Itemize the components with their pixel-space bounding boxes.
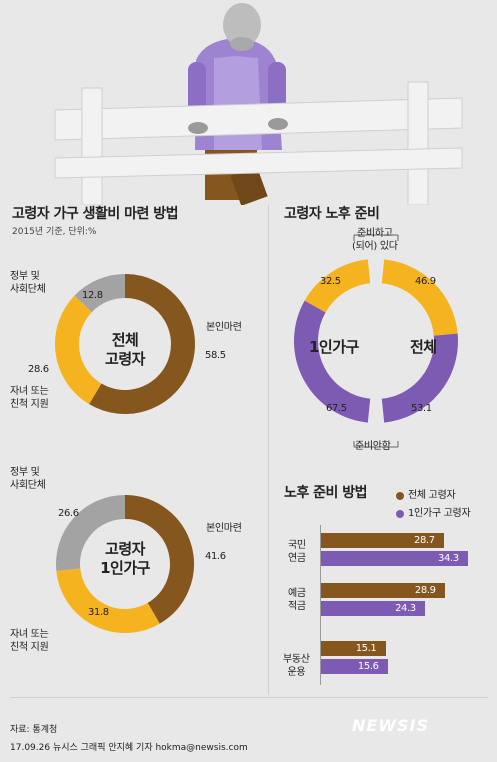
donut-total-label-gov: 정부 및 사회단체	[10, 271, 46, 295]
donut-single-value-family: 31.8	[88, 607, 109, 618]
bar-total-1	[321, 583, 445, 598]
half-total-slice-0	[381, 259, 458, 337]
donut-total-value-gov: 12.8	[82, 290, 103, 301]
half-total-slice-1	[381, 333, 458, 423]
legend-single-dot	[396, 510, 404, 518]
bar-category-realestate: 부동산 운용	[283, 654, 310, 678]
credit-text: 17.09.26 뉴시스 그래픽 안지혜 기자 hokma@newsis.com	[10, 743, 248, 753]
donut-single-label-gov: 정부 및 사회단체	[10, 467, 46, 491]
source-text: 자료: 통계청	[10, 725, 58, 735]
bar-single-1	[321, 601, 426, 616]
donut-total-slice-0	[89, 274, 195, 414]
elderly-person-illustration	[54, 3, 463, 205]
right-section-title: 고령자 노후 준비	[284, 206, 380, 222]
footer-divider	[10, 697, 488, 698]
section-divider	[268, 205, 269, 695]
method-section-title: 노후 준비 방법	[284, 485, 368, 501]
half-single-value-not: 67.5	[326, 403, 347, 414]
legend-total-label: 전체 고령자	[408, 490, 456, 501]
readiness-top-label: 준비하고 (되어) 있다	[352, 228, 398, 252]
half-single-slice-1	[294, 300, 371, 423]
half-donut-total-center: 전체	[410, 338, 437, 356]
bar-value-label: 34.3	[438, 553, 459, 564]
bar-value-label: 15.1	[355, 643, 377, 654]
bar-axis-line	[320, 525, 321, 685]
donut-total-value-family: 28.6	[28, 364, 49, 375]
bar-single-2	[321, 659, 388, 674]
legend-total-dot	[396, 492, 404, 500]
donut-chart-total	[55, 274, 195, 414]
left-section-subtitle: 2015년 기준, 단위:%	[12, 227, 97, 237]
donut-chart-single	[56, 495, 194, 633]
bar-single-0	[321, 551, 468, 566]
donut-single-center-label: 고령자 1인가구	[100, 540, 150, 577]
half-single-value-ready: 32.5	[320, 276, 341, 287]
half-single-slice-0	[304, 259, 371, 313]
half-total-value-not: 53.1	[411, 403, 432, 414]
legend-single-label: 1인가구 고령자	[408, 508, 471, 519]
donut-total-label-family: 자녀 또는 친척 지원	[10, 386, 49, 410]
bar-category-pension: 국민 연금	[288, 540, 306, 564]
donut-total-label-self: 본인마련	[206, 322, 242, 333]
donut-total-slice-2	[74, 274, 126, 313]
donut-total-center-label: 전체 고령자	[105, 331, 145, 368]
newsis-logo: NEWSIS	[352, 716, 429, 735]
donut-total-value-self: 58.5	[205, 350, 226, 361]
readiness-bottom-label: 준비안함	[355, 441, 391, 452]
bar-category-savings: 예금 적금	[288, 588, 306, 612]
bar-value-label: 28.7	[414, 535, 435, 546]
readiness-half-donuts	[294, 234, 458, 448]
donut-single-slice-1	[56, 567, 160, 633]
bar-value-label: 15.6	[357, 661, 379, 672]
bar-total-2	[321, 641, 386, 656]
donut-single-value-self: 41.6	[205, 551, 226, 562]
bar-value-label: 24.3	[395, 603, 416, 614]
half-donut-single-center: 1인가구	[309, 338, 359, 356]
donut-single-label-self: 본인마련	[206, 523, 242, 534]
bar-value-label: 28.9	[414, 585, 436, 596]
donut-single-value-gov: 26.6	[58, 508, 79, 519]
left-section-title: 고령자 가구 생활비 마련 방법	[12, 206, 179, 222]
donut-total-slice-1	[55, 295, 102, 405]
donut-single-slice-2	[56, 495, 126, 571]
half-total-value-ready: 46.9	[415, 276, 436, 287]
donut-single-label-family: 자녀 또는 친척 지원	[10, 629, 49, 653]
donut-single-slice-0	[124, 495, 194, 624]
bar-total-0	[321, 533, 444, 548]
